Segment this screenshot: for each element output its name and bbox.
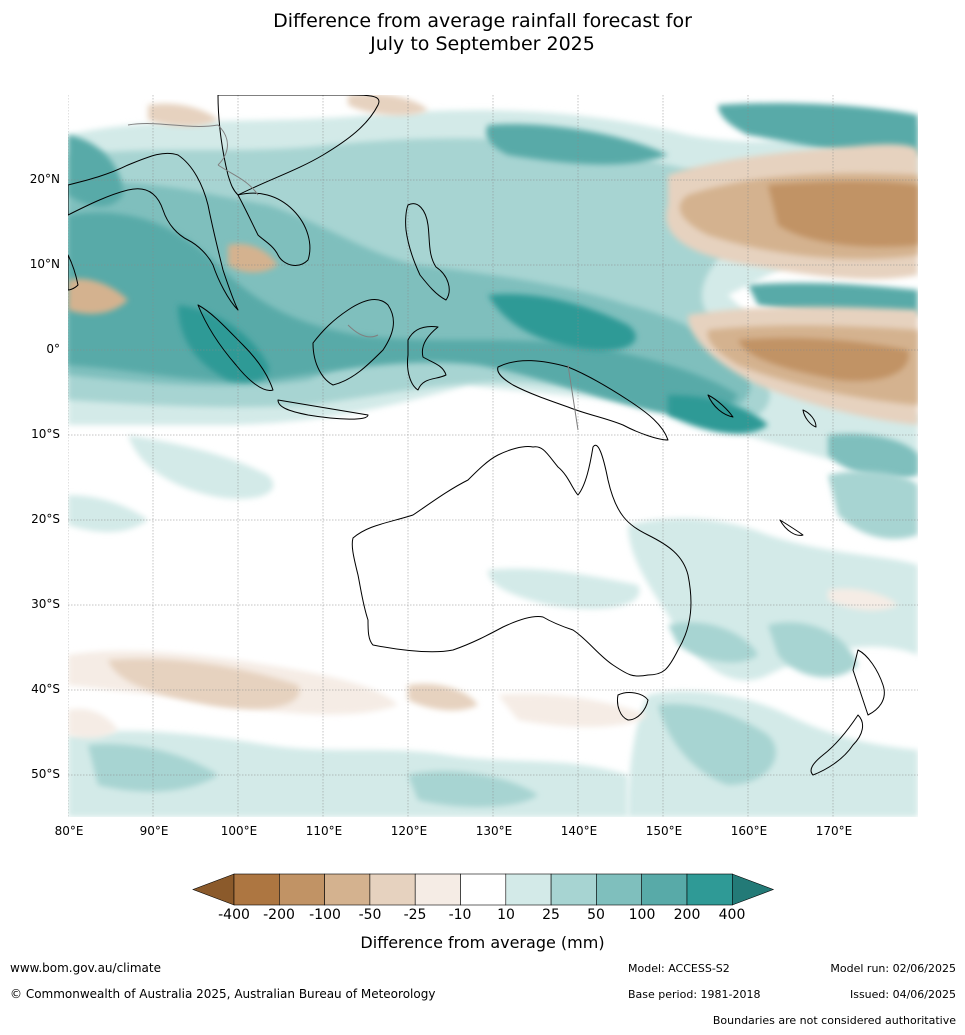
colorbar-cell — [233, 873, 280, 906]
java-coastline — [277, 399, 369, 420]
model-text: Model: ACCESS-S2 — [628, 962, 730, 975]
mainland-asia-coastline — [68, 152, 239, 311]
indochina-coastline — [237, 192, 311, 266]
title-line-1: Difference from average rainfall forecas… — [273, 10, 692, 32]
lon-label-80e: 80°E — [54, 824, 84, 838]
colorbar-cell — [641, 873, 688, 906]
wet-anomaly-fields — [68, 103, 918, 817]
lon-label-160e: 160°E — [730, 824, 768, 838]
colorbar-tick-label: 400 — [718, 907, 746, 923]
rainfall-map — [68, 95, 918, 817]
colorbar-tick-label: -400 — [218, 907, 250, 923]
colorbar-arrow-high — [731, 873, 775, 906]
lat-label-20s: 20°S — [31, 512, 60, 526]
nz-south-island-coastline — [810, 714, 864, 776]
colorbar — [192, 873, 775, 906]
australia-coastline — [351, 444, 692, 677]
model-run-text: Model run: 02/06/2025 — [830, 962, 956, 975]
colorbar-tick-label: -50 — [358, 907, 382, 923]
nz-north-island-coastline — [852, 649, 885, 716]
colorbar-arrow-low — [192, 873, 235, 906]
colorbar-cell — [505, 873, 552, 906]
lon-label-150e: 150°E — [645, 824, 683, 838]
lon-label-170e: 170°E — [815, 824, 853, 838]
colorbar-cell — [686, 873, 733, 906]
lat-label-40s: 40°S — [31, 682, 60, 696]
lat-label-0: 0° — [46, 342, 60, 356]
lon-label-110e: 110°E — [305, 824, 343, 838]
colorbar-tick-label: 100 — [628, 907, 656, 923]
lon-label-140e: 140°E — [560, 824, 598, 838]
colorbar-tick-label: -25 — [403, 907, 427, 923]
lon-label-90e: 90°E — [139, 824, 169, 838]
colorbar-cell — [550, 873, 597, 906]
borneo-coastline — [312, 299, 394, 386]
website-link[interactable]: www.bom.gov.au/climate — [10, 961, 161, 975]
sulawesi-coastline — [407, 326, 447, 391]
colorbar-cell — [279, 873, 325, 906]
map-title: Difference from average rainfall forecas… — [0, 10, 965, 56]
lat-label-30s: 30°S — [31, 597, 60, 611]
issued-text: Issued: 04/06/2025 — [849, 988, 956, 1001]
colorbar-tick-label: -200 — [263, 907, 295, 923]
lat-label-10s: 10°S — [31, 427, 60, 441]
colorbar-cell — [324, 873, 371, 906]
colorbar-tick-label: -100 — [309, 907, 341, 923]
coastlines — [68, 95, 885, 776]
sumatra-coastline — [197, 304, 274, 391]
dry-anomaly-fields — [68, 95, 918, 739]
colorbar-cell — [369, 873, 416, 906]
colorbar-tick-label: 50 — [587, 907, 605, 923]
china-coastline — [217, 95, 380, 196]
country-borders — [127, 123, 579, 431]
graticule — [68, 95, 918, 817]
colorbar-tick-label: 200 — [673, 907, 701, 923]
lat-label-50s: 50°S — [31, 767, 60, 781]
colorbar-tick-label: 10 — [497, 907, 515, 923]
colorbar-cell — [460, 873, 507, 906]
colorbar-cell — [596, 873, 642, 906]
lon-label-120e: 120°E — [390, 824, 428, 838]
copyright-text: © Commonwealth of Australia 2025, Austra… — [10, 987, 436, 1001]
colorbar-tick-label: 25 — [542, 907, 560, 923]
colorbar-title: Difference from average (mm) — [360, 933, 605, 952]
lon-label-130e: 130°E — [475, 824, 513, 838]
base-period-text: Base period: 1981-2018 — [628, 988, 761, 1001]
lat-label-10n: 10°N — [29, 257, 60, 271]
philippines-coastline — [405, 203, 450, 301]
lon-label-100e: 100°E — [220, 824, 258, 838]
lat-label-20n: 20°N — [29, 172, 60, 186]
disclaimer-text: Boundaries are not considered authoritat… — [712, 1014, 956, 1027]
map-canvas — [68, 95, 918, 817]
india-coastline — [68, 254, 79, 291]
colorbar-tick-label: -10 — [448, 907, 472, 923]
tasmania-coastline — [617, 692, 649, 721]
title-line-2: July to September 2025 — [370, 33, 595, 55]
colorbar-cell — [414, 873, 461, 906]
